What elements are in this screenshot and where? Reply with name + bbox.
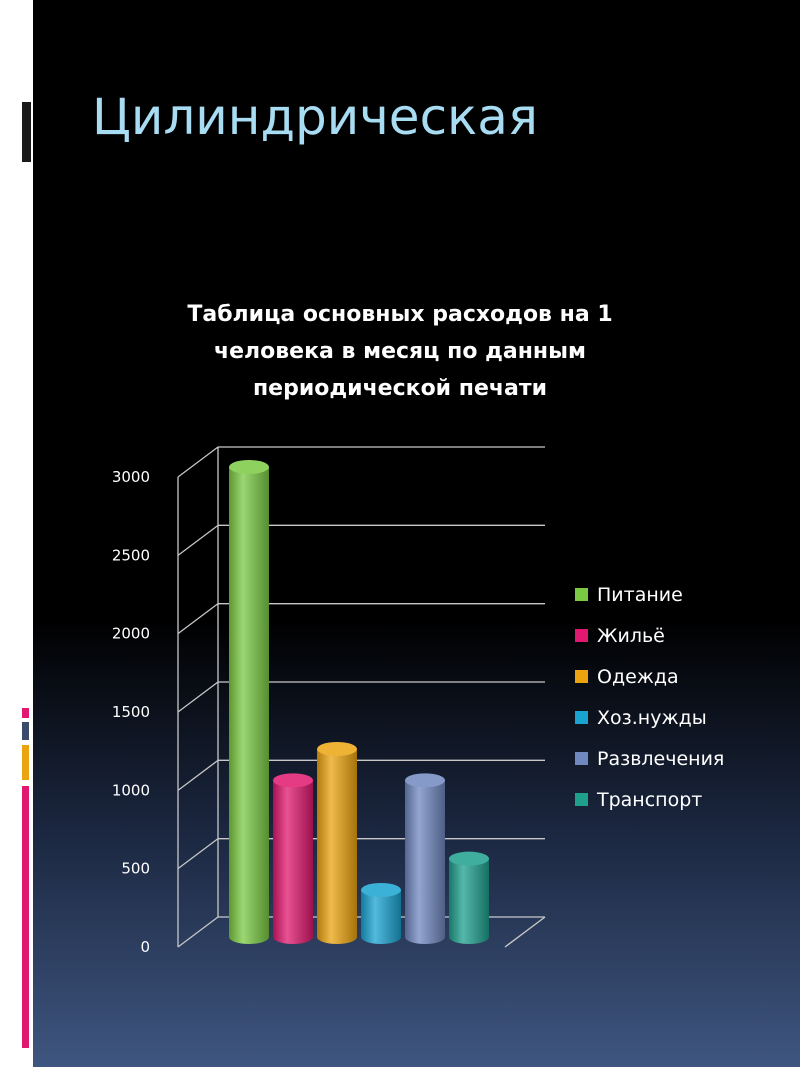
cylinder-body [405,780,445,944]
legend-label: Развлечения [597,748,724,770]
gridline-depth [177,603,219,635]
legend-label: Хоз.нужды [597,707,707,729]
legend-label: Транспорт [596,789,702,811]
gridline-depth [177,838,219,870]
y-tick-label: 500 [121,860,150,878]
cylinder-body [317,749,357,944]
y-tick-label: 3000 [112,468,150,486]
accent-mark [22,102,31,162]
cylinder-body [449,858,489,944]
cylinder-top [405,773,445,788]
y-tick-label: 0 [140,938,150,956]
y-tick-label: 2000 [112,625,150,643]
cylinder-bar-5 [405,773,445,944]
left-accent-strip [0,0,33,1067]
y-axis-ticks: 0 500 1000 1500 2000 2500 3000 [112,468,150,956]
chart-grid [177,446,546,948]
gridline-depth [177,446,219,478]
legend-swatch [575,629,588,642]
legend-swatch [575,670,588,683]
cylinder-top [361,883,401,897]
legend-label: Одежда [597,666,679,688]
legend-swatch [575,588,588,601]
cylinder-top [317,742,357,756]
cylinder-body [361,890,401,944]
gridline-depth [177,681,219,713]
cylinder-body [229,467,269,944]
chart-title: Таблица основных расходов на 1 человека … [187,302,613,401]
gridline-depth [177,916,219,948]
y-tick-label: 1500 [112,703,150,721]
cylinder-bar-3 [317,742,357,944]
accent-mark [22,722,29,740]
cylinder-bar-2 [273,773,313,944]
accent-mark [22,786,29,1048]
slide-title: Цилиндрическая [92,88,538,146]
floor-edge [504,916,546,948]
accent-mark [22,708,29,718]
legend-swatch [575,793,588,806]
gridline-depth [177,759,219,791]
cylinder-top [449,851,489,866]
cylinder-bar-1 [229,460,269,944]
bars [229,460,489,944]
cylinder-top [273,773,313,788]
legend-swatch [575,752,588,765]
cylinder-bar-6 [449,851,489,944]
cylinder-top [229,460,269,474]
legend-swatch [575,711,588,724]
y-tick-label: 2500 [112,546,150,564]
gridline-depth [177,524,219,556]
cylinder-bar-4 [361,883,401,944]
accent-mark [22,745,29,780]
legend: Питание Жильё Одежда Хоз.нужды Развлечения Тр… [575,584,724,811]
cylinder-body [273,780,313,944]
y-tick-label: 1000 [112,781,150,799]
legend-label: Питание [597,584,683,606]
legend-label: Жильё [597,625,665,647]
